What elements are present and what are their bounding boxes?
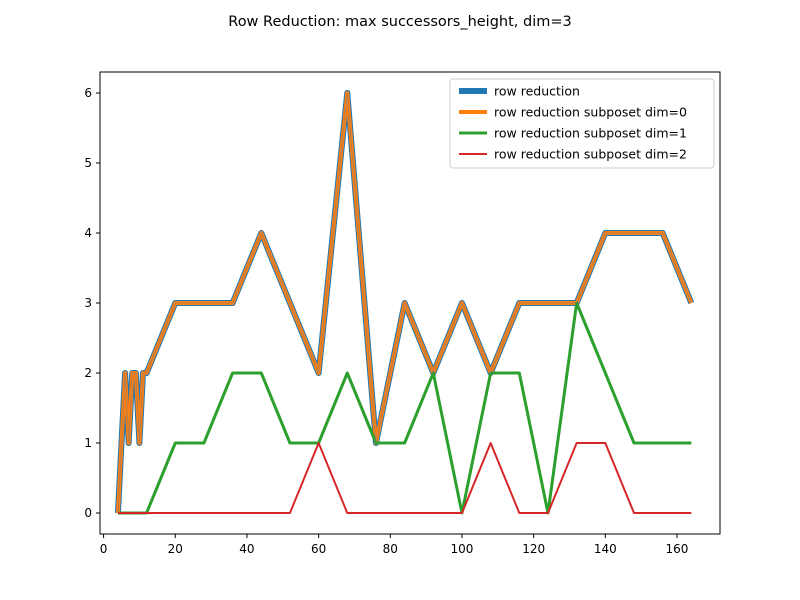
- legend-label-2: row reduction subposet dim=1: [494, 126, 687, 141]
- x-tick-label-4: 80: [383, 542, 398, 556]
- x-tick-label-8: 160: [666, 542, 689, 556]
- plot-area: [114, 90, 695, 515]
- series-line-0-edge: [117, 92, 692, 514]
- y-tick-label-1: 1: [84, 436, 92, 450]
- series-line-3: [117, 442, 692, 514]
- x-tick-label-2: 40: [239, 542, 254, 556]
- x-tick-label-3: 60: [311, 542, 326, 556]
- legend-label-0: row reduction: [494, 84, 580, 99]
- x-tick-label-6: 120: [522, 542, 545, 556]
- y-tick-label-3: 3: [84, 296, 92, 310]
- x-tick-label-0: 0: [100, 542, 108, 556]
- chart-title: Row Reduction: max successors_height, di…: [228, 14, 571, 30]
- x-tick-label-1: 20: [168, 542, 183, 556]
- legend: row reduction row reduction subposet dim=…: [449, 78, 715, 169]
- y-tick-label-2: 2: [84, 366, 92, 380]
- x-tick-label-7: 140: [594, 542, 617, 556]
- y-tick-label-4: 4: [84, 226, 92, 240]
- legend-label-3: row reduction subposet dim=2: [494, 147, 687, 162]
- legend-box: [449, 78, 715, 169]
- series-line-2: [117, 301, 692, 515]
- x-tick-label-5: 100: [451, 542, 474, 556]
- y-tick-label-6: 6: [84, 86, 92, 100]
- y-tick-label-0: 0: [84, 506, 92, 520]
- legend-label-1: row reduction subposet dim=0: [494, 105, 687, 120]
- axes: 0 20 40 60 80 100 120 140 160 0 1 2 3 4 5 6: [84, 71, 721, 556]
- y-tick-label-5: 5: [84, 156, 92, 170]
